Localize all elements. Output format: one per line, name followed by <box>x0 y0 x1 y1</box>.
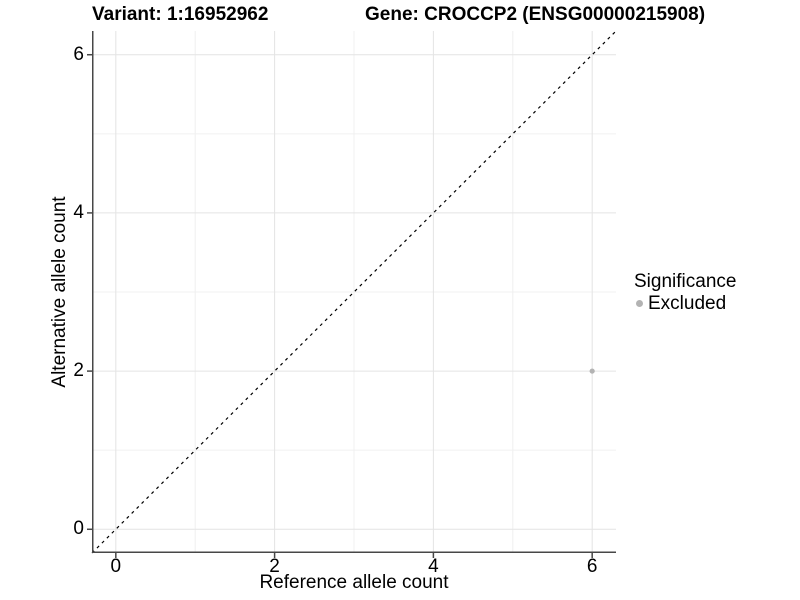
identity-dashed-line <box>91 30 617 554</box>
legend-item-excluded: Excluded <box>636 293 736 314</box>
y-tick-label: 0 <box>73 518 84 540</box>
x-tick-label: 0 <box>110 556 122 577</box>
legend-point-icon <box>636 300 643 307</box>
y-tick-label: 2 <box>73 360 84 382</box>
y-tick-label: 4 <box>73 201 84 223</box>
legend: Significance Excluded <box>634 271 736 314</box>
plot-panel <box>87 30 617 558</box>
plot-title-gene: Gene: CROCCP2 (ENSG00000215908) <box>365 4 706 25</box>
data-point <box>589 368 595 374</box>
legend-item-label: Excluded <box>648 293 727 314</box>
y-tick-label: 6 <box>73 43 84 65</box>
x-tick-label: 2 <box>269 556 280 577</box>
x-tick-label: 4 <box>428 556 439 577</box>
legend-title: Significance <box>634 271 737 292</box>
x-tick-label: 6 <box>586 556 598 577</box>
plot-title-variant: Variant: 1:16952962 <box>92 4 269 25</box>
x-axis-title: Reference allele count <box>259 572 449 593</box>
y-axis-title: Alternative allele count <box>49 196 70 388</box>
